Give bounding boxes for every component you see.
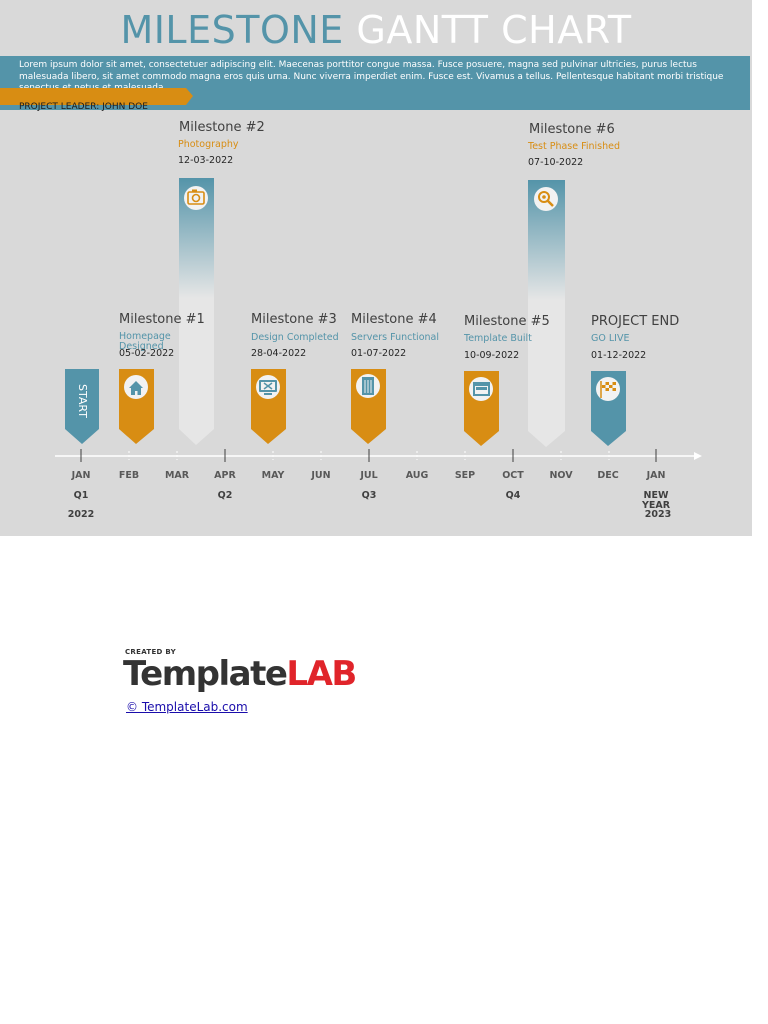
milestone-3-title: Milestone #3 <box>251 312 337 327</box>
month-label: AUG <box>405 470 429 481</box>
quarter-label: Q2 <box>217 490 233 501</box>
project-end-subtitle: GO LIVE <box>591 333 630 344</box>
timeline-graphics <box>55 178 702 462</box>
milestone-2-date: 12-03-2022 <box>178 155 234 166</box>
milestone-2-subtitle: Photography <box>178 139 239 150</box>
created-by-label: CREATED BY <box>125 648 177 656</box>
monitor-icon <box>259 380 277 395</box>
gantt-chart: MILESTONE GANTT CHART Lorem ipsum dolor … <box>0 0 752 536</box>
templatelab-logo: TemplateLAB <box>123 654 357 694</box>
month-label: MAY <box>261 470 285 481</box>
year-label: 2022 <box>67 509 95 520</box>
month-label: DEC <box>597 470 619 481</box>
quarter-label: Q1 <box>73 490 89 501</box>
month-label: JUL <box>360 470 378 481</box>
finish-flag-icon <box>600 381 616 398</box>
month-label: JAN <box>646 470 666 481</box>
milestone-3-subtitle: Design Completed <box>251 332 339 343</box>
start-label: START <box>76 384 89 418</box>
milestone-3-date: 28-04-2022 <box>251 348 307 359</box>
milestone-6-marker <box>528 180 565 447</box>
server-icon <box>362 377 374 395</box>
logo-part-2: LAB <box>286 654 357 694</box>
start-marker <box>65 369 99 444</box>
milestone-4-subtitle: Servers Functional <box>351 332 439 343</box>
title-part-1: MILESTONE <box>120 8 344 52</box>
logo-part-1: Template <box>123 654 288 694</box>
month-label: JUN <box>311 470 331 481</box>
window-icon <box>473 382 490 396</box>
project-end-date: 01-12-2022 <box>591 350 647 361</box>
axis-arrowhead <box>694 452 702 460</box>
project-end-title: PROJECT END <box>591 314 680 329</box>
milestone-2-marker <box>179 178 214 445</box>
quarter-label: NEW YEAR <box>641 490 671 511</box>
search-icon <box>538 191 554 207</box>
orange-arrow-banner <box>0 88 193 105</box>
milestone-6-title: Milestone #6 <box>529 122 615 137</box>
milestone-2-title: Milestone #2 <box>179 120 265 135</box>
month-label: JAN <box>71 470 91 481</box>
month-label: APR <box>214 470 236 481</box>
title-part-2: GANTT CHART <box>356 8 632 52</box>
templatelab-link[interactable]: © TemplateLab.com <box>126 700 248 714</box>
milestone-6-subtitle: Test Phase Finished <box>528 141 621 152</box>
month-label: NOV <box>549 470 573 481</box>
month-label: OCT <box>502 470 524 481</box>
milestone-5-title: Milestone #5 <box>464 314 550 329</box>
milestone-4-date: 01-07-2022 <box>351 348 407 359</box>
milestone-1-date: 05-02-2022 <box>119 348 175 359</box>
camera-icon <box>187 189 205 205</box>
milestone-1-title: Milestone #1 <box>119 312 205 327</box>
milestone-5-subtitle: Template Built <box>464 333 532 344</box>
year-label: 2023 <box>644 509 672 520</box>
milestone-1-subtitle: Homepage Designed <box>119 331 171 352</box>
home-icon <box>129 381 143 395</box>
month-label: MAR <box>164 470 190 481</box>
quarter-label: Q3 <box>361 490 377 501</box>
milestone-4-title: Milestone #4 <box>351 312 437 327</box>
month-label: FEB <box>118 470 140 481</box>
project-leader: PROJECT LEADER: JOHN DOE <box>19 102 148 112</box>
quarter-label: Q4 <box>505 490 521 501</box>
month-label: SEP <box>454 470 476 481</box>
page-title: MILESTONE GANTT CHART <box>0 6 752 54</box>
milestone-6-date: 07-10-2022 <box>528 157 584 168</box>
milestone-5-date: 10-09-2022 <box>464 350 520 361</box>
